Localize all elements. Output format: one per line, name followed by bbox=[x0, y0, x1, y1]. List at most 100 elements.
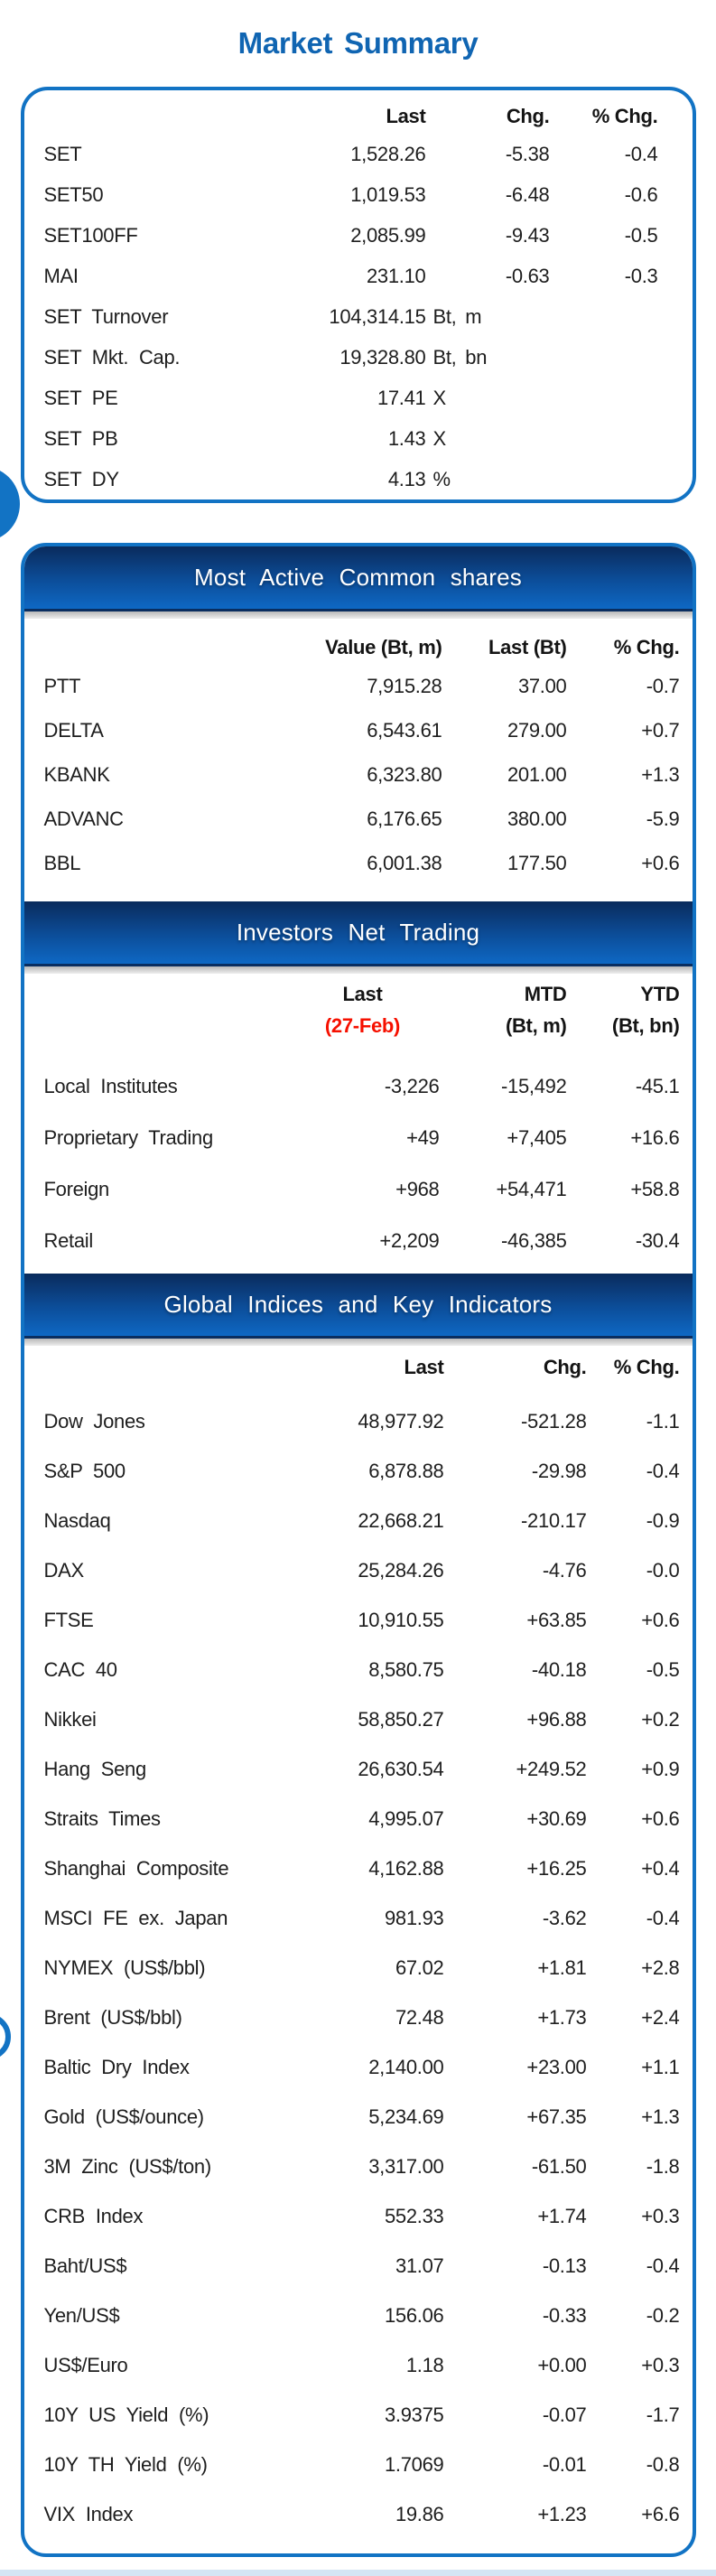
cell-chg: -210.17 bbox=[520, 1508, 587, 1532]
cell-pct-chg bbox=[550, 387, 658, 410]
row-label: 10Y US Yield (%) bbox=[43, 2403, 209, 2426]
cell-chg: -0.13 bbox=[542, 2254, 587, 2277]
most-active-table: Value (Bt, m) Last (Bt) % Chg. PTT 7,915… bbox=[24, 619, 693, 901]
cell-pct-chg: +1.3 bbox=[641, 2105, 680, 2128]
cell-chg: +67.35 bbox=[526, 2105, 587, 2128]
row-label: FTSE bbox=[43, 1608, 94, 1631]
row-label: Hang Seng bbox=[43, 1757, 147, 1780]
table-column-header-row: Last MTD YTD bbox=[24, 979, 693, 1010]
cell-pct-chg: +0.4 bbox=[641, 1856, 680, 1880]
column-header-chg: Chg. bbox=[543, 1356, 587, 1378]
cell-last: 17.41 bbox=[377, 386, 426, 409]
page-title: Market Summary bbox=[237, 26, 479, 60]
cell-chg: -0.07 bbox=[542, 2403, 587, 2426]
column-header-pct-chg: % Chg. bbox=[613, 636, 680, 658]
cell-last: 4,995.07 bbox=[368, 1806, 444, 1830]
table-row: FTSE 10,910.55 +63.85 +0.6 bbox=[24, 1595, 693, 1645]
main-card: Most Active Common shares Value (Bt, m) … bbox=[20, 543, 696, 2557]
row-label: US$/Euro bbox=[43, 2353, 128, 2376]
column-header-last: Last bbox=[386, 105, 426, 127]
row-label: BBL bbox=[43, 851, 81, 874]
table-row: BBL 6,001.38 177.50 +0.6 bbox=[24, 841, 693, 885]
cell-pct-chg: -5.9 bbox=[646, 807, 680, 830]
cell-last: 177.50 bbox=[507, 851, 567, 874]
cell-last: -3,226 bbox=[384, 1074, 440, 1097]
table-row: 3M Zinc (US$/ton) 3,317.00 -61.50 -1.8 bbox=[24, 2142, 693, 2191]
cell-pct-chg: -0.4 bbox=[646, 2254, 680, 2277]
row-label: Proprietary Trading bbox=[43, 1125, 214, 1149]
table-row: SET Turnover 104,314.15 Bt, m bbox=[24, 296, 693, 337]
table-row: Hang Seng 26,630.54 +249.52 +0.9 bbox=[24, 1744, 693, 1794]
cell-pct-chg: +0.3 bbox=[641, 2353, 680, 2376]
cell-pct-chg: +0.6 bbox=[641, 1608, 680, 1631]
cell-value: 6,176.65 bbox=[367, 807, 442, 830]
cell-pct-chg bbox=[550, 305, 658, 329]
cell-last: 552.33 bbox=[385, 2204, 444, 2227]
table-row: SET100FF 2,085.99 -9.43 -0.5 bbox=[24, 215, 693, 256]
row-label: Foreign bbox=[43, 1177, 110, 1200]
cell-pct-chg: -0.5 bbox=[624, 223, 658, 247]
table-row: 10Y TH Yield (%) 1.7069 -0.01 -0.8 bbox=[24, 2440, 693, 2489]
row-label: MSCI FE ex. Japan bbox=[43, 1906, 228, 1929]
column-header-mtd: MTD bbox=[524, 983, 567, 1005]
cell-chg: +16.25 bbox=[526, 1856, 587, 1880]
table-row: PTT 7,915.28 37.00 -0.7 bbox=[24, 664, 693, 708]
section-header-most-active: Most Active Common shares bbox=[23, 546, 693, 611]
investors-rows: Local Institutes -3,226 -15,492 -45.1 Pr… bbox=[24, 1060, 693, 1266]
row-label: DAX bbox=[43, 1558, 85, 1582]
row-label: Retail bbox=[43, 1228, 94, 1252]
row-label: DELTA bbox=[43, 718, 104, 742]
cell-pct-chg bbox=[550, 468, 658, 491]
cell-last: 72.48 bbox=[395, 2005, 444, 2029]
cell-last: 6,878.88 bbox=[368, 1459, 444, 1482]
cell-last: 4,162.88 bbox=[368, 1856, 444, 1880]
market-summary-rows: SET 1,528.26 -5.38 -0.4 SET50 1,019.53 -… bbox=[24, 134, 693, 499]
row-label: SET100FF bbox=[43, 223, 138, 247]
cell-chg: +1.73 bbox=[537, 2005, 587, 2029]
global-indices-rows: Dow Jones 48,977.92 -521.28 -1.1 S&P 500… bbox=[24, 1396, 693, 2539]
most-active-rows: PTT 7,915.28 37.00 -0.7 DELTA 6,543.61 2… bbox=[24, 664, 693, 885]
cell-last: 5,234.69 bbox=[368, 2105, 444, 2128]
cell-last: +49 bbox=[406, 1125, 440, 1149]
cell-ytd: -45.1 bbox=[635, 1074, 680, 1097]
table-row: S&P 500 6,878.88 -29.98 -0.4 bbox=[24, 1446, 693, 1496]
cell-chg: -9.43 bbox=[505, 223, 550, 247]
table-row: Baltic Dry Index 2,140.00 +23.00 +1.1 bbox=[24, 2042, 693, 2092]
cell-ytd: +58.8 bbox=[630, 1177, 680, 1200]
row-label: Gold (US$/ounce) bbox=[43, 2105, 205, 2128]
cell-chg: Bt, m bbox=[432, 304, 482, 328]
cell-chg: -3.62 bbox=[542, 1906, 587, 1929]
row-label: NYMEX (US$/bbl) bbox=[43, 1955, 206, 1979]
table-row: DAX 25,284.26 -4.76 -0.0 bbox=[24, 1545, 693, 1595]
cell-last: 1.43 bbox=[387, 426, 426, 450]
column-header-last: Last bbox=[404, 1356, 444, 1378]
row-label: Dow Jones bbox=[43, 1409, 145, 1433]
table-column-header-row: Value (Bt, m) Last (Bt) % Chg. bbox=[24, 631, 693, 664]
column-header-value: Value (Bt, m) bbox=[325, 636, 442, 658]
table-row: 10Y US Yield (%) 3.9375 -0.07 -1.7 bbox=[24, 2390, 693, 2440]
table-column-subheader-row: (27-Feb) (Bt, m) (Bt, bn) bbox=[24, 1010, 693, 1042]
table-row: Gold (US$/ounce) 5,234.69 +67.35 +1.3 bbox=[24, 2092, 693, 2142]
cell-chg: -5.38 bbox=[505, 142, 550, 165]
cell-chg: -6.48 bbox=[505, 182, 550, 206]
cell-last: 67.02 bbox=[395, 1955, 444, 1979]
column-header-pct-chg: % Chg. bbox=[613, 1356, 680, 1378]
table-row: US$/Euro 1.18 +0.00 +0.3 bbox=[24, 2340, 693, 2390]
row-label: 3M Zinc (US$/ton) bbox=[43, 2154, 212, 2178]
cell-last: 10,910.55 bbox=[358, 1608, 444, 1631]
cell-chg: +1.23 bbox=[537, 2502, 587, 2525]
row-label: 10Y TH Yield (%) bbox=[43, 2452, 208, 2476]
cell-chg: -0.01 bbox=[542, 2452, 587, 2476]
table-row: SET Mkt. Cap. 19,328.80 Bt, bn bbox=[24, 337, 693, 378]
cell-last: 1,019.53 bbox=[350, 182, 426, 206]
section-header-investors: Investors Net Trading bbox=[23, 901, 693, 966]
market-summary-card: Last Chg. % Chg. SET 1,528.26 -5.38 -0.4… bbox=[20, 87, 696, 503]
cell-last: 231.10 bbox=[367, 264, 426, 287]
table-row: Yen/US$ 156.06 -0.33 -0.2 bbox=[24, 2291, 693, 2340]
cell-last: 2,085.99 bbox=[350, 223, 426, 247]
cell-last: 31.07 bbox=[395, 2254, 444, 2277]
row-label: VIX Index bbox=[43, 2502, 134, 2525]
table-row: MAI 231.10 -0.63 -0.3 bbox=[24, 256, 693, 296]
cell-pct-chg: -1.8 bbox=[646, 2154, 680, 2178]
row-label: SET PE bbox=[43, 386, 118, 409]
